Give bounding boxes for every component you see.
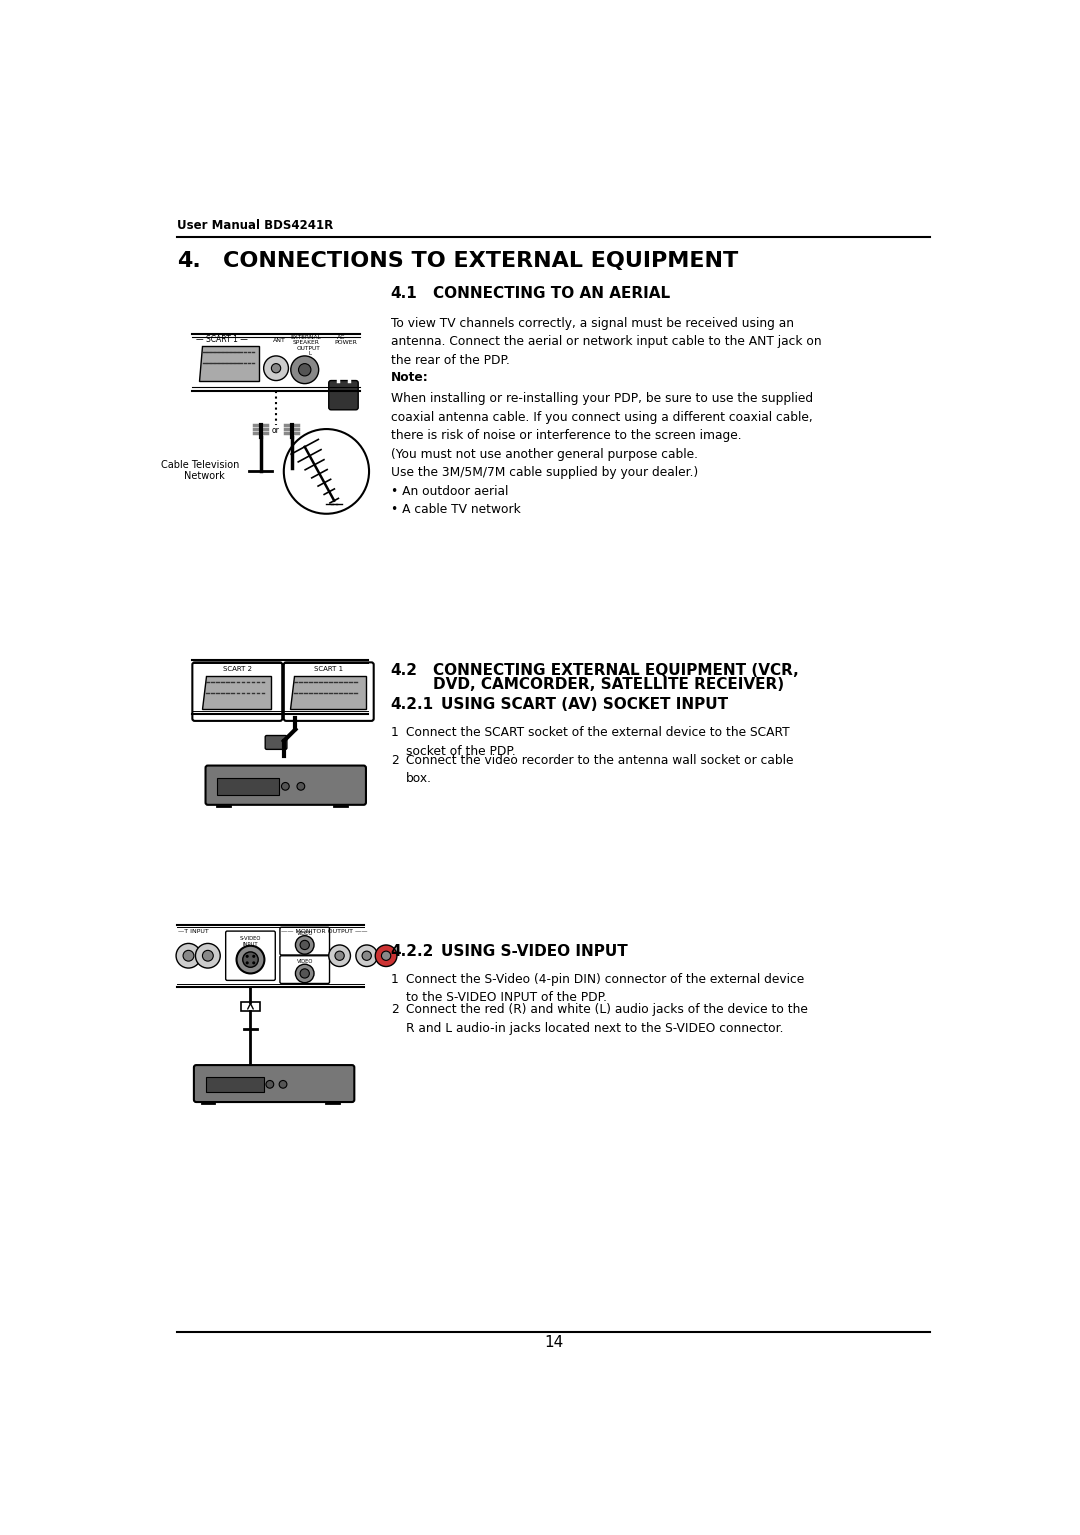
Text: 1: 1 [391, 726, 399, 740]
Text: L: L [309, 352, 312, 356]
FancyBboxPatch shape [192, 663, 282, 721]
Text: 2: 2 [391, 1004, 399, 1016]
Text: ANT: ANT [273, 338, 286, 342]
Circle shape [195, 944, 220, 969]
Text: CONNECTING TO AN AERIAL: CONNECTING TO AN AERIAL [433, 286, 671, 301]
Text: S-VIDEO: S-VIDEO [240, 936, 261, 941]
Text: Connect the video recorder to the antenna wall socket or cable
box.: Connect the video recorder to the antenn… [406, 754, 794, 786]
Circle shape [253, 961, 255, 964]
Circle shape [282, 783, 289, 791]
Text: CONNECTIONS TO EXTERNAL EQUIPMENT: CONNECTIONS TO EXTERNAL EQUIPMENT [224, 252, 739, 272]
Text: Connect the red (R) and white (L) audio jacks of the device to the
R and L audio: Connect the red (R) and white (L) audio … [406, 1004, 808, 1035]
Text: VIDEO: VIDEO [297, 959, 313, 964]
Text: VIDEO: VIDEO [297, 930, 313, 936]
Text: —— MONITOR OUTPUT ——: —— MONITOR OUTPUT —— [282, 929, 368, 933]
Text: — SCART 1 —: — SCART 1 — [197, 335, 248, 344]
Text: USING SCART (AV) SOCKET INPUT: USING SCART (AV) SOCKET INPUT [441, 697, 728, 712]
Text: OUTPUT: OUTPUT [297, 345, 321, 352]
FancyBboxPatch shape [226, 932, 275, 981]
Text: AC: AC [337, 335, 346, 339]
FancyBboxPatch shape [280, 927, 329, 955]
Polygon shape [291, 677, 366, 709]
Circle shape [296, 936, 314, 955]
Text: Cable Television: Cable Television [161, 459, 240, 470]
Text: Note:: Note: [391, 370, 429, 384]
FancyBboxPatch shape [280, 956, 329, 984]
FancyBboxPatch shape [194, 1065, 354, 1102]
Circle shape [291, 356, 319, 384]
Circle shape [202, 950, 213, 961]
Circle shape [266, 1081, 273, 1088]
Circle shape [279, 1081, 287, 1088]
Text: —T INPUT: —T INPUT [178, 929, 210, 933]
Circle shape [298, 364, 311, 376]
Text: USING S-VIDEO INPUT: USING S-VIDEO INPUT [441, 944, 627, 959]
Text: CONNECTING EXTERNAL EQUIPMENT (VCR,: CONNECTING EXTERNAL EQUIPMENT (VCR, [433, 663, 799, 678]
Text: SCART 2: SCART 2 [222, 666, 252, 672]
Polygon shape [202, 677, 271, 709]
Text: POWER: POWER [334, 341, 357, 345]
Text: 14: 14 [544, 1335, 563, 1349]
Text: 4.: 4. [177, 252, 201, 272]
Text: INPUT: INPUT [243, 942, 258, 947]
Circle shape [335, 952, 345, 961]
Bar [217, 778, 279, 795]
Circle shape [328, 946, 350, 967]
Circle shape [176, 944, 201, 969]
Bar [205, 1076, 264, 1091]
Text: or: or [272, 427, 280, 434]
Text: Network: Network [184, 471, 225, 480]
Circle shape [264, 356, 288, 381]
Bar [241, 1002, 260, 1012]
Circle shape [245, 961, 248, 964]
Circle shape [381, 952, 391, 961]
Circle shape [183, 950, 194, 961]
Text: User Manual BDS4241R: User Manual BDS4241R [177, 220, 333, 232]
Circle shape [362, 952, 372, 961]
Text: Connect the S-Video (4-pin DIN) connector of the external device
to the S-VIDEO : Connect the S-Video (4-pin DIN) connecto… [406, 973, 805, 1004]
Circle shape [271, 364, 281, 373]
Text: EXTERNAL: EXTERNAL [291, 335, 322, 339]
Circle shape [300, 941, 309, 950]
Circle shape [375, 946, 397, 967]
FancyBboxPatch shape [328, 381, 359, 410]
Circle shape [245, 955, 248, 958]
Text: 4.2: 4.2 [391, 663, 418, 678]
Circle shape [300, 969, 309, 978]
Text: 4.2.1: 4.2.1 [391, 697, 434, 712]
FancyBboxPatch shape [205, 766, 366, 804]
Circle shape [297, 783, 305, 791]
Text: When installing or re-installing your PDP, be sure to use the supplied
coaxial a: When installing or re-installing your PD… [391, 391, 813, 516]
Text: 1: 1 [391, 973, 399, 985]
Circle shape [243, 952, 258, 967]
Text: 4.2.2: 4.2.2 [391, 944, 434, 959]
Circle shape [237, 946, 265, 973]
Circle shape [296, 964, 314, 982]
FancyBboxPatch shape [284, 663, 374, 721]
Circle shape [356, 946, 378, 967]
Circle shape [284, 430, 369, 514]
Text: 2: 2 [391, 754, 399, 768]
Text: To view TV channels correctly, a signal must be received using an
antenna. Conne: To view TV channels correctly, a signal … [391, 316, 822, 367]
Text: Connect the SCART socket of the external device to the SCART
socket of the PDP.: Connect the SCART socket of the external… [406, 726, 789, 758]
Circle shape [253, 955, 255, 958]
Polygon shape [199, 345, 259, 381]
Text: 4.1: 4.1 [391, 286, 418, 301]
Text: DVD, CAMCORDER, SATELLITE RECEIVER): DVD, CAMCORDER, SATELLITE RECEIVER) [433, 677, 784, 692]
FancyBboxPatch shape [266, 735, 287, 749]
Text: SCART 1: SCART 1 [314, 666, 343, 672]
Text: SPEAKER: SPEAKER [293, 341, 320, 345]
